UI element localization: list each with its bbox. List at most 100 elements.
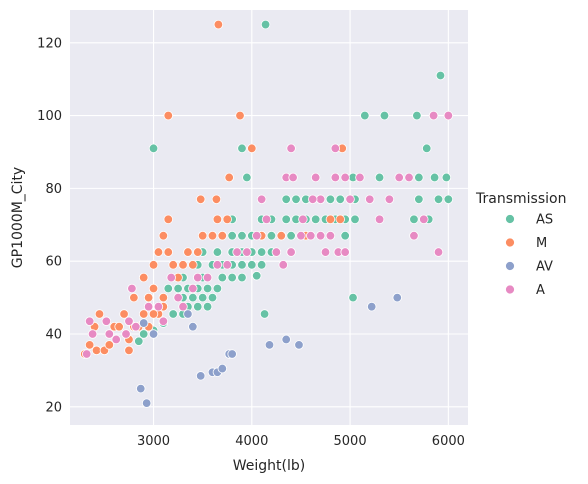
data-point (222, 260, 232, 270)
data-point (325, 231, 336, 241)
data-point (84, 316, 95, 326)
data-point (335, 194, 345, 204)
data-point (419, 214, 429, 225)
data-point (158, 316, 169, 326)
data-point (330, 172, 341, 183)
data-point (153, 301, 164, 312)
data-point (217, 231, 228, 241)
data-point (237, 231, 247, 241)
data-point (422, 143, 432, 154)
data-point (227, 231, 237, 241)
data-point (94, 309, 105, 319)
data-point (340, 231, 350, 241)
data-point (256, 260, 267, 270)
data-point (348, 292, 358, 303)
data-point (82, 349, 92, 359)
data-point (168, 260, 178, 270)
data-point (196, 194, 206, 204)
legend-label: A (536, 283, 545, 298)
data-point (101, 316, 112, 326)
series-a (82, 110, 454, 359)
data-point (124, 316, 134, 326)
data-point (276, 231, 286, 241)
legend: Transmission AS M AV A (475, 191, 566, 298)
data-point (281, 334, 291, 345)
data-point (148, 143, 159, 154)
data-point (207, 292, 218, 303)
data-point (166, 272, 176, 283)
data-point (260, 19, 271, 30)
legend-label: M (536, 236, 547, 251)
data-point (111, 334, 121, 345)
data-point (148, 329, 159, 339)
legend-title: Transmission (475, 191, 566, 207)
data-point (153, 247, 164, 257)
data-point (232, 247, 242, 257)
legend-item-as: AS (505, 213, 553, 228)
data-point (213, 19, 224, 30)
data-point (374, 214, 385, 225)
data-point (308, 194, 318, 204)
series-av (136, 292, 402, 408)
data-point (237, 260, 247, 270)
legend-item-av: AV (505, 260, 553, 275)
legend-marker (505, 261, 515, 271)
data-point (163, 283, 173, 294)
y-tick-labels: 20 40 60 80 100 120 (37, 36, 62, 415)
data-point (252, 231, 262, 241)
data-point (84, 340, 95, 350)
data-point (281, 194, 291, 204)
data-point (365, 194, 375, 204)
data-point (202, 301, 213, 312)
data-point (188, 283, 198, 294)
grid-lines (70, 10, 468, 425)
data-point (315, 231, 326, 241)
data-point (235, 110, 245, 121)
data-point (443, 194, 454, 204)
data-point (121, 329, 131, 339)
y-tick-label: 120 (37, 36, 62, 51)
data-point (281, 214, 291, 225)
data-point (173, 292, 183, 303)
data-point (139, 309, 149, 319)
data-point (271, 247, 282, 257)
data-point (129, 292, 139, 303)
data-point (237, 143, 247, 154)
y-tick-label: 40 (45, 327, 62, 342)
data-point (340, 172, 350, 183)
data-point (325, 214, 336, 225)
data-point (433, 194, 444, 204)
data-point (193, 301, 203, 312)
data-point (197, 292, 208, 303)
data-point (139, 318, 149, 328)
data-point (148, 260, 159, 270)
data-point (345, 194, 355, 204)
data-point (264, 340, 275, 350)
legend-item-a: A (505, 283, 545, 298)
data-point (141, 398, 152, 408)
x-axis-label: Weight(lb) (233, 458, 305, 474)
data-point (335, 214, 345, 225)
data-point (294, 340, 304, 350)
data-point (148, 283, 159, 294)
data-point (428, 110, 439, 121)
data-point (310, 172, 321, 183)
data-point (114, 322, 124, 332)
data-point (247, 260, 257, 270)
data-point (350, 214, 360, 225)
data-point (286, 143, 296, 154)
x-tick-label: 6000 (432, 434, 465, 449)
data-point (131, 322, 141, 332)
data-point (163, 247, 173, 257)
data-point (139, 329, 149, 339)
data-point (212, 283, 223, 294)
data-point (360, 110, 370, 121)
data-point (256, 247, 267, 257)
data-point (212, 214, 223, 225)
data-point (435, 70, 446, 81)
data-point (158, 231, 169, 241)
data-point (242, 172, 252, 183)
x-tick-label: 5000 (334, 434, 367, 449)
x-tick-labels: 3000 4000 5000 6000 (137, 434, 465, 449)
data-point (193, 272, 203, 283)
